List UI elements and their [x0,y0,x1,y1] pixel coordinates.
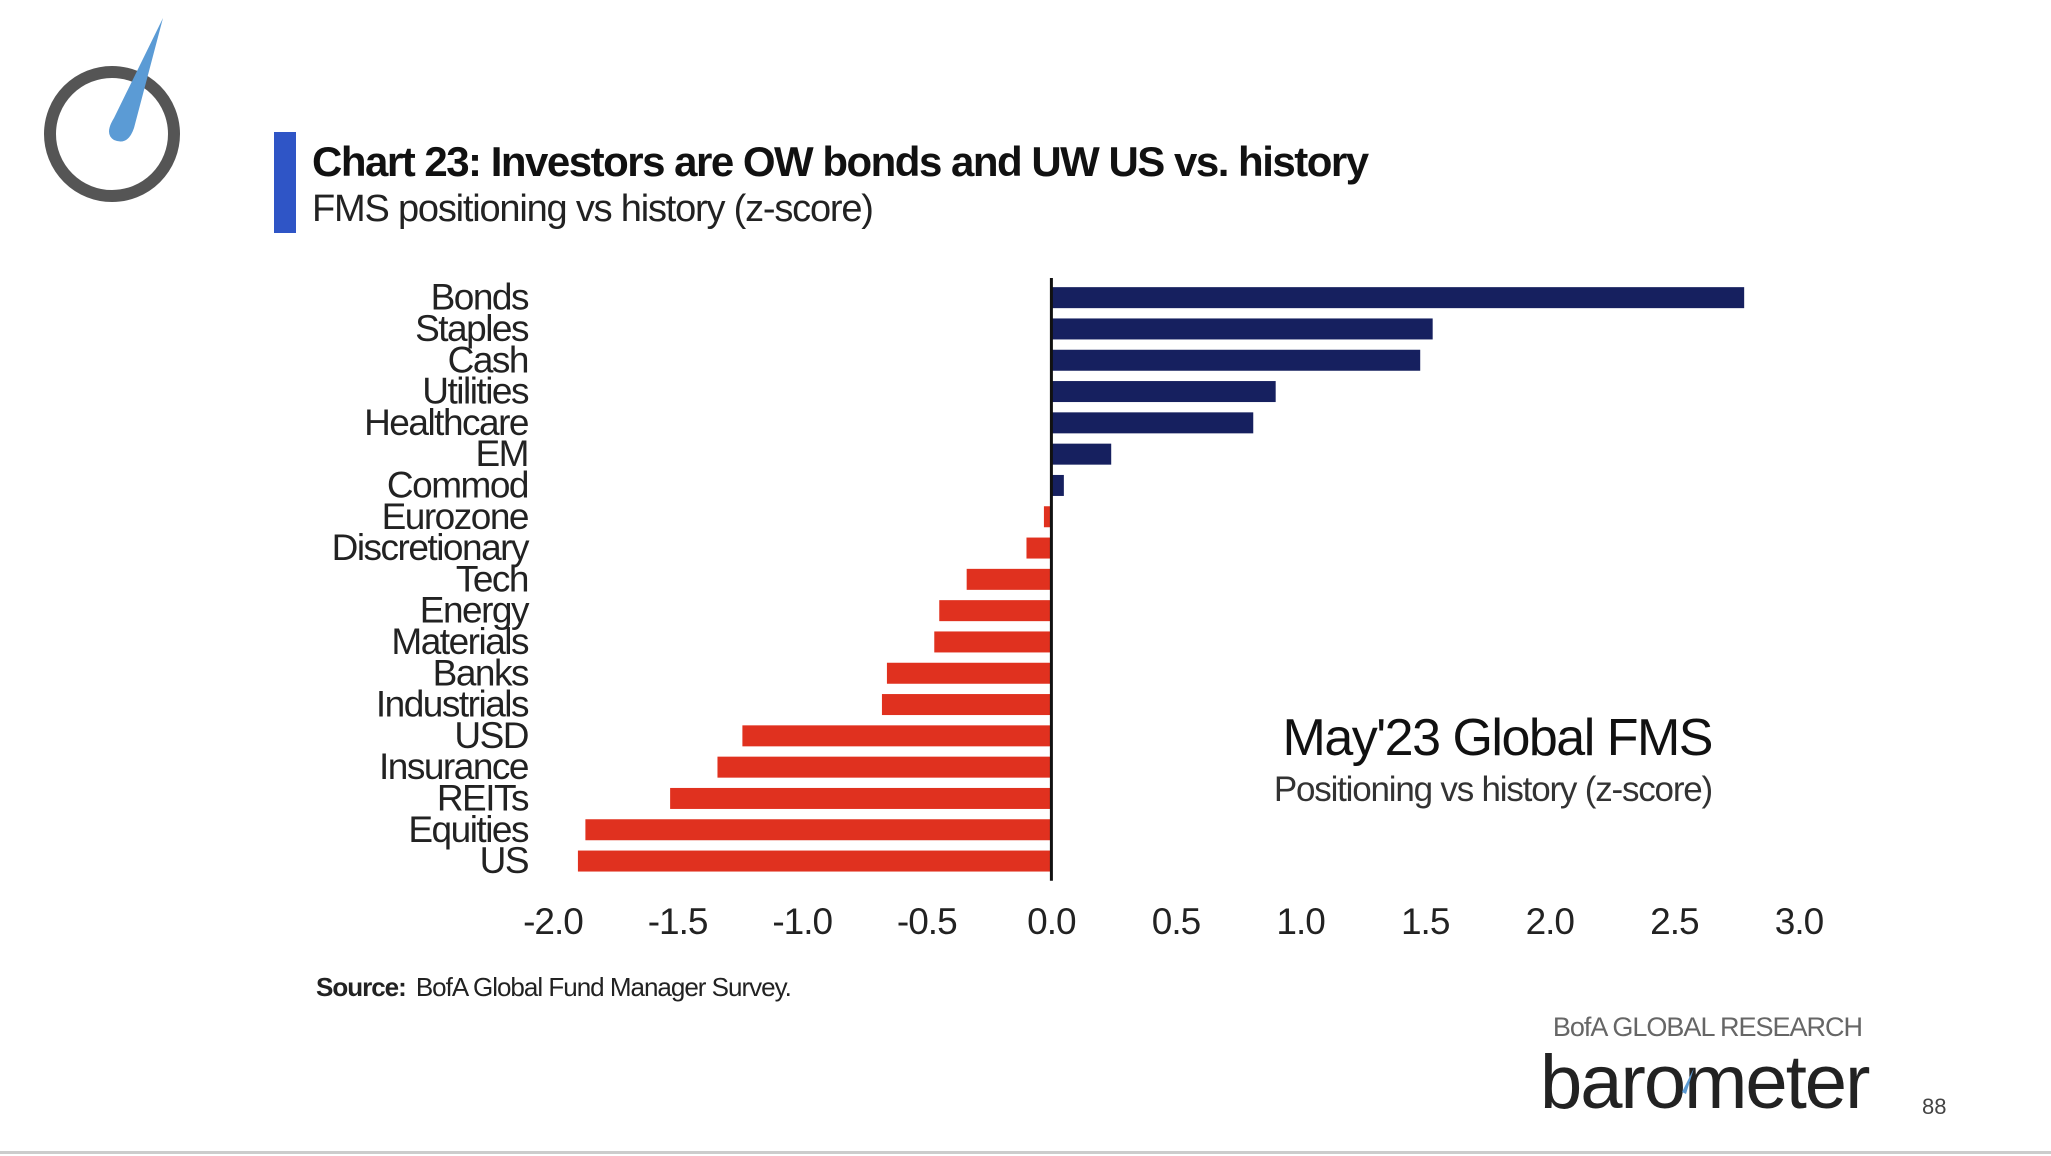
x-tick-labels: -2.0 -1.5 -1.0 -0.5 0.0 0.5 1.0 1.5 2.0 2.5 3.0 [523,901,1825,942]
brand-needle-icon [1682,1068,1694,1094]
gauge-needle-icon [109,18,163,142]
bar-discretionary [1026,537,1052,559]
x-tick-label: -2.0 [523,901,583,942]
x-tick-label: 1.5 [1401,901,1450,942]
bar-usd [742,725,1052,747]
bar-em [1051,443,1112,465]
category-label-reits: REITs [437,777,529,818]
source-note: Source: BofA Global Fund Manager Survey. [316,972,792,1003]
category-label-bonds: Bonds [431,277,529,318]
category-label-banks: Banks [433,652,529,693]
category-label-staples: Staples [415,308,529,349]
category-label-insurance: Insurance [379,746,528,787]
source-label: Source: [316,972,407,1002]
category-label-industrials: Industrials [376,684,529,725]
bar-utilities [1051,381,1276,403]
category-label-commod: Commod [387,464,528,505]
bar-industrials [881,694,1052,716]
x-tick-label: -1.5 [648,901,708,942]
x-tick-label: 2.5 [1650,901,1699,942]
bar-energy [939,600,1052,622]
category-label-tech: Tech [456,558,528,599]
x-tick-label: -1.0 [772,901,832,942]
category-label-energy: Energy [420,590,530,631]
bar-equities [585,819,1052,841]
title-accent-bar [274,132,296,233]
bar-materials [934,631,1052,653]
category-label-healthcare: Healthcare [364,402,528,443]
category-label-utilities: Utilities [422,371,529,412]
x-tick-label: 0.0 [1027,901,1076,942]
bar-staples [1051,318,1433,340]
category-label-materials: Materials [391,621,529,662]
footer-divider [0,1151,2051,1154]
barometer-brand-logo: barometer [1540,1046,1872,1125]
x-tick-label: 3.0 [1775,901,1824,942]
category-label-equities: Equities [408,809,529,850]
bar-healthcare [1051,412,1254,434]
bar-bonds [1051,287,1745,309]
page-number: 88 [1922,1094,1947,1119]
research-label: BofA GLOBAL RESEARCH [1552,1012,1863,1042]
brand-wordmark: barometer [1540,1046,1870,1125]
category-label-discretionary: Discretionary [332,527,530,568]
x-tick-label: 2.0 [1526,901,1575,942]
category-label-em: EM [476,433,529,474]
chart-subtitle: FMS positioning vs history (z-score) [312,188,874,230]
bar-tech [966,568,1052,590]
bar-reits [670,787,1052,809]
x-tick-label: 1.0 [1276,901,1325,942]
x-tick-label: 0.5 [1152,901,1201,942]
bar-commod [1051,474,1064,496]
category-label-usd: USD [454,715,528,756]
bar-insurance [717,756,1052,778]
gauge-ring-icon [44,66,180,202]
annotation-subtitle: Positioning vs history (z-score) [1273,770,1713,809]
chart-title: Chart 23: Investors are OW bonds and UW … [312,138,1369,185]
x-tick-label: -0.5 [897,901,957,942]
bars-layer [577,287,1745,872]
annotation-title: May'23 Global FMS [1282,709,1714,767]
category-labels: BondsStaplesCashUtilitiesHealthcareEMCom… [332,277,532,881]
bar-us [577,850,1052,872]
category-label-cash: Cash [448,339,528,380]
bar-banks [886,662,1052,684]
bar-cash [1051,349,1421,371]
category-label-eurozone: Eurozone [382,496,528,537]
bar-eurozone [1043,506,1052,528]
barometer-gauge-logo-icon [44,18,180,202]
category-label-us: US [480,840,528,881]
source-text: BofA Global Fund Manager Survey. [415,972,792,1002]
